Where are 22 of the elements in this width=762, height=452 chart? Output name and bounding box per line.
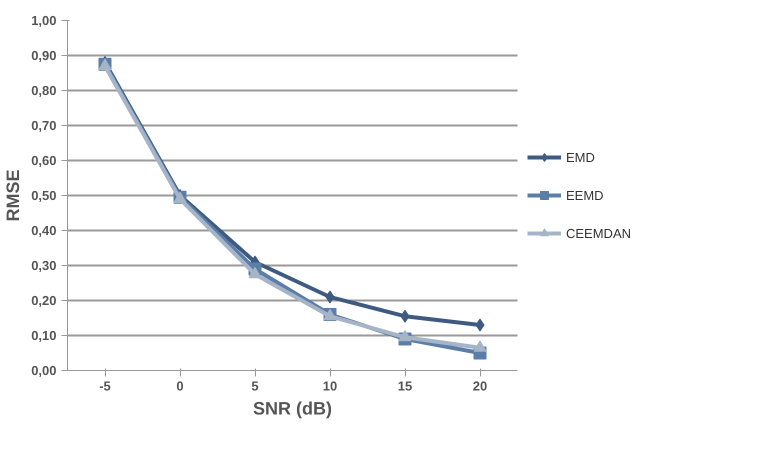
x-tick-label: 15 — [398, 378, 412, 394]
y-axis-title: RMSE — [3, 169, 24, 222]
y-tick-label: 0,50 — [31, 188, 57, 203]
y-tick-label: 0,00 — [31, 363, 57, 378]
y-tick-label: 0,70 — [31, 118, 57, 133]
legend-label: EEMD — [566, 188, 604, 202]
x-axis-title: SNR (dB) — [253, 398, 332, 418]
x-tick-label: 10 — [322, 378, 338, 394]
y-tick-label: 0,60 — [31, 153, 57, 168]
y-tick-label: 0,40 — [31, 223, 57, 238]
legend-label: EMD — [566, 150, 595, 164]
legend-label: CEEMDAN — [566, 226, 632, 240]
y-tick-label: 0,20 — [31, 293, 57, 308]
x-tick-label: 5 — [251, 378, 259, 394]
y-tick-label: 0,90 — [31, 48, 57, 63]
y-tick-label: 0,10 — [31, 328, 57, 343]
y-tick-label: 0,80 — [31, 83, 57, 98]
x-tick-label: 20 — [472, 378, 488, 394]
x-tick-label: -5 — [99, 378, 111, 394]
y-tick-label: 0,30 — [31, 258, 57, 273]
x-tick-label: 0 — [176, 378, 184, 394]
y-tick-label: 1,00 — [31, 13, 57, 28]
